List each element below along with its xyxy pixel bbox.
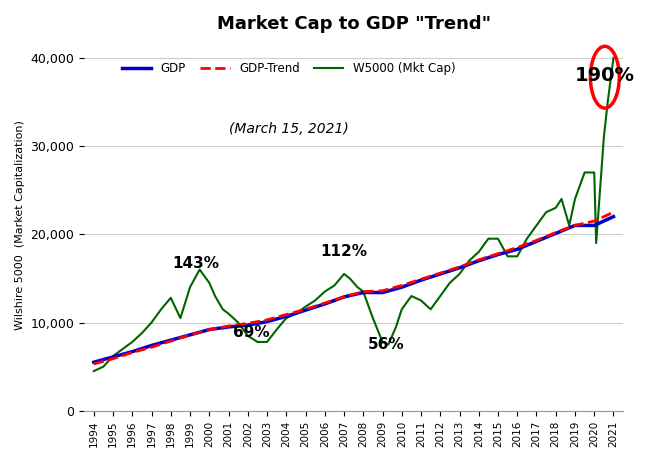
Text: 143%: 143% — [173, 256, 219, 271]
W5000 (Mkt Cap) — [205, 280, 213, 286]
W5000 (Mkt Cap) — [90, 368, 98, 374]
GDP — [186, 332, 194, 338]
GDP — [417, 277, 425, 283]
GDP-Trend — [205, 327, 213, 332]
GDP — [456, 265, 464, 271]
GDP-Trend — [167, 338, 174, 344]
GDP-Trend — [398, 283, 406, 288]
GDP-Trend — [321, 300, 329, 306]
GDP-Trend — [90, 361, 98, 367]
GDP-Trend — [590, 218, 598, 224]
Text: 69%: 69% — [233, 325, 270, 340]
GDP-Trend — [225, 323, 232, 329]
GDP-Trend — [148, 345, 156, 350]
GDP-Trend — [186, 332, 194, 338]
GDP-Trend — [128, 350, 136, 355]
GDP — [109, 354, 117, 360]
GDP-Trend — [552, 230, 560, 235]
GDP — [475, 258, 482, 263]
Text: 190%: 190% — [575, 66, 635, 85]
GDP — [533, 238, 540, 244]
GDP-Trend — [436, 270, 444, 276]
Line: GDP: GDP — [94, 217, 613, 362]
GDP — [571, 223, 579, 228]
GDP-Trend — [533, 237, 540, 243]
GDP-Trend — [301, 306, 309, 312]
W5000 (Mkt Cap) — [558, 196, 566, 202]
GDP-Trend — [109, 356, 117, 361]
GDP-Trend — [283, 312, 290, 317]
GDP — [340, 294, 348, 300]
GDP — [128, 349, 136, 354]
GDP — [514, 247, 521, 252]
W5000 (Mkt Cap) — [379, 339, 387, 345]
GDP — [301, 307, 309, 313]
GDP — [283, 314, 290, 319]
Y-axis label: Wilshire 5000  (Market Capitalization): Wilshire 5000 (Market Capitalization) — [15, 121, 25, 330]
W5000 (Mkt Cap) — [283, 316, 290, 321]
GDP — [148, 343, 156, 348]
W5000 (Mkt Cap) — [408, 293, 415, 299]
GDP — [167, 337, 174, 343]
Line: GDP-Trend: GDP-Trend — [94, 212, 613, 364]
GDP — [244, 322, 252, 328]
GDP-Trend — [263, 317, 271, 322]
GDP-Trend — [475, 257, 482, 262]
GDP-Trend — [456, 264, 464, 270]
GDP-Trend — [609, 209, 617, 215]
GDP — [205, 327, 213, 332]
Text: 56%: 56% — [368, 337, 405, 352]
GDP — [90, 359, 98, 365]
GDP — [359, 290, 367, 295]
GDP — [436, 271, 444, 277]
GDP-Trend — [514, 245, 521, 250]
GDP — [379, 290, 387, 295]
GDP-Trend — [244, 321, 252, 326]
GDP-Trend — [417, 277, 425, 282]
GDP — [263, 319, 271, 324]
GDP — [225, 324, 232, 330]
Text: 112%: 112% — [320, 244, 368, 259]
W5000 (Mkt Cap) — [219, 306, 227, 312]
GDP-Trend — [359, 289, 367, 294]
Line: W5000 (Mkt Cap): W5000 (Mkt Cap) — [94, 58, 613, 371]
GDP — [321, 301, 329, 307]
GDP — [494, 252, 502, 257]
GDP — [609, 214, 617, 219]
GDP-Trend — [571, 223, 579, 228]
GDP-Trend — [340, 294, 348, 300]
Title: Market Cap to GDP "Trend": Market Cap to GDP "Trend" — [217, 15, 491, 33]
GDP-Trend — [494, 251, 502, 256]
Legend: GDP, GDP-Trend, W5000 (Mkt Cap): GDP, GDP-Trend, W5000 (Mkt Cap) — [117, 57, 460, 79]
GDP — [590, 223, 598, 228]
Text: (March 15, 2021): (March 15, 2021) — [229, 122, 349, 136]
GDP — [552, 231, 560, 236]
GDP-Trend — [379, 288, 387, 293]
W5000 (Mkt Cap) — [609, 55, 617, 61]
GDP — [398, 285, 406, 290]
